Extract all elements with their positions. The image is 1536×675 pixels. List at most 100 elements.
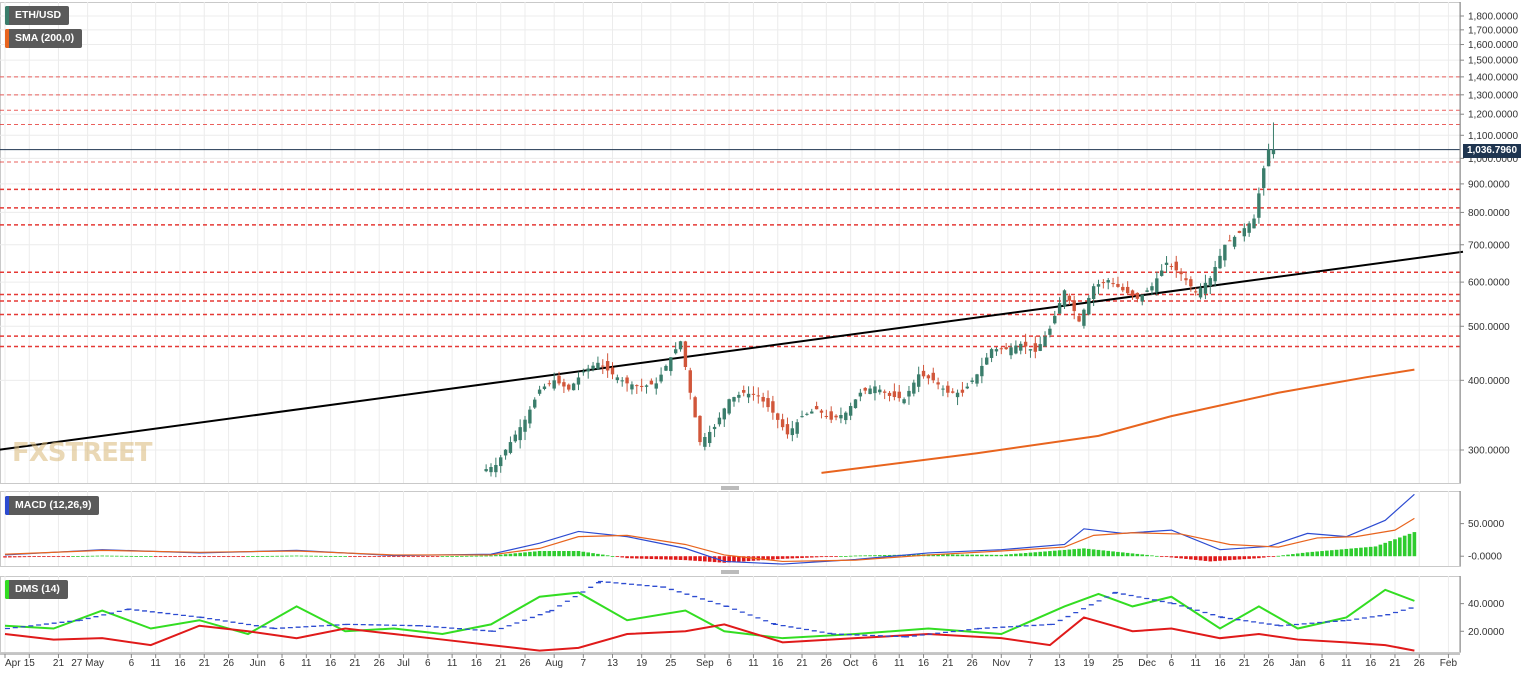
macd-text: MACD (12,26,9): [15, 499, 92, 511]
macd-histogram-bar: [80, 555, 85, 557]
macd-histogram-bar: [1349, 548, 1354, 557]
dms-plus-di-line: [4, 588, 1415, 640]
macd-histogram-bar: [795, 556, 799, 559]
candle-body: [1130, 290, 1135, 296]
candle-body: [1189, 279, 1193, 287]
candle-body: [907, 390, 911, 397]
candle-body: [1155, 278, 1159, 293]
x-tick-label: Apr: [5, 658, 21, 669]
candle-body: [776, 413, 780, 420]
candle-body: [703, 437, 707, 447]
candle-body: [1019, 343, 1023, 351]
candle-body: [494, 464, 498, 473]
macd-histogram-bar: [605, 555, 610, 557]
candle-body: [533, 399, 537, 408]
candle-body: [1062, 290, 1067, 307]
macd-histogram-bar: [780, 556, 785, 559]
macd-histogram-bar: [1082, 548, 1086, 557]
macd-histogram-bar: [970, 554, 974, 557]
y-tick-label: 900.0000: [1468, 179, 1510, 190]
macd-histogram-bar: [1242, 556, 1247, 560]
candle-body: [683, 341, 688, 367]
x-tick-label: 26: [967, 658, 979, 669]
x-tick-label: 11: [301, 658, 312, 669]
candle-body: [557, 375, 561, 384]
macd-histogram-bar: [187, 556, 192, 558]
macd-histogram-bar: [1057, 550, 1062, 557]
y-tick-label: 800.0000: [1468, 208, 1510, 219]
candle-body: [659, 374, 663, 382]
macd-histogram-bar: [625, 556, 629, 559]
candle-body: [756, 395, 760, 397]
candle-body: [839, 415, 843, 419]
macd-histogram-bar: [1281, 555, 1285, 557]
candle-body: [664, 365, 668, 371]
candle-body: [1262, 168, 1266, 189]
macd-histogram-bar: [27, 556, 32, 558]
macd-histogram-bar: [1383, 542, 1388, 557]
macd-histogram-bar: [119, 555, 124, 557]
macd-histogram-bar: [396, 556, 401, 558]
candle-body: [1208, 278, 1212, 286]
macd-histogram-bar: [1106, 550, 1111, 557]
sma-label[interactable]: SMA (200,0): [5, 29, 83, 48]
x-tick-label: 6: [1169, 658, 1175, 669]
macd-histogram-bar: [1164, 556, 1169, 558]
macd-histogram-bar: [435, 556, 440, 558]
candle-body: [912, 382, 916, 394]
candle-body: [712, 426, 717, 430]
macd-histogram-bar: [1388, 541, 1392, 557]
candle-body: [673, 349, 678, 354]
x-tick-label: Sep: [696, 658, 714, 669]
candle-body: [722, 408, 726, 420]
macd-histogram-bar: [581, 551, 586, 557]
macd-histogram-bar: [1208, 556, 1213, 562]
macd-histogram-bar: [241, 556, 245, 558]
candle-body: [635, 385, 639, 387]
macd-histogram-bar: [528, 551, 532, 557]
macd-histogram-bar: [1077, 548, 1081, 557]
symbol-label[interactable]: ETH/USD: [5, 6, 70, 25]
macd-histogram-bar: [95, 555, 100, 557]
macd-histogram-bar: [202, 556, 207, 558]
x-tick-label: 6: [1319, 658, 1325, 669]
macd-histogram-bar: [474, 555, 479, 557]
macd-histogram-bar: [357, 556, 362, 558]
macd-histogram-bar: [1135, 553, 1140, 557]
macd-histogram-bar: [960, 554, 965, 557]
y-tick-label: 1,500.0000: [1468, 56, 1518, 67]
candle-body: [678, 341, 683, 350]
macd-signal-line: [4, 517, 1415, 563]
macd-histogram-bar: [173, 556, 177, 558]
symbol-text: ETH/USD: [15, 9, 62, 21]
x-tick-label: Jun: [250, 658, 266, 669]
dms-label[interactable]: DMS (14): [5, 580, 68, 599]
macd-histogram-bar: [1179, 556, 1183, 559]
candle-body: [698, 415, 702, 443]
candle-body: [980, 365, 984, 377]
macd-histogram-bar: [586, 552, 590, 557]
candle-body: [892, 391, 897, 398]
macd-histogram-bar: [809, 556, 814, 558]
macd-histogram-bar: [426, 556, 430, 558]
macd-histogram-bar: [178, 556, 182, 558]
macd-histogram-bar: [129, 555, 134, 557]
macd-label[interactable]: MACD (12,26,9): [5, 496, 100, 515]
macd-histogram-bar: [1252, 556, 1256, 559]
macd-histogram-bar: [1009, 554, 1013, 557]
candle-body: [1004, 347, 1008, 350]
macd-histogram-bar: [600, 554, 605, 557]
x-tick-label: 6: [279, 658, 285, 669]
candle-body: [1111, 283, 1115, 285]
candle-body: [1087, 297, 1091, 315]
macd-histogram-bar: [994, 554, 999, 557]
macd-histogram-bar: [372, 556, 377, 558]
x-tick-label: 21: [349, 658, 361, 669]
macd-histogram-bar: [707, 556, 712, 562]
macd-histogram-bar: [1169, 556, 1174, 558]
grid: [0, 2, 1461, 653]
y-tick-label: 1,200.0000: [1468, 110, 1518, 121]
candle-body: [693, 397, 697, 418]
macd-histogram-bar: [1407, 533, 1412, 557]
macd-histogram-bar: [639, 556, 644, 559]
